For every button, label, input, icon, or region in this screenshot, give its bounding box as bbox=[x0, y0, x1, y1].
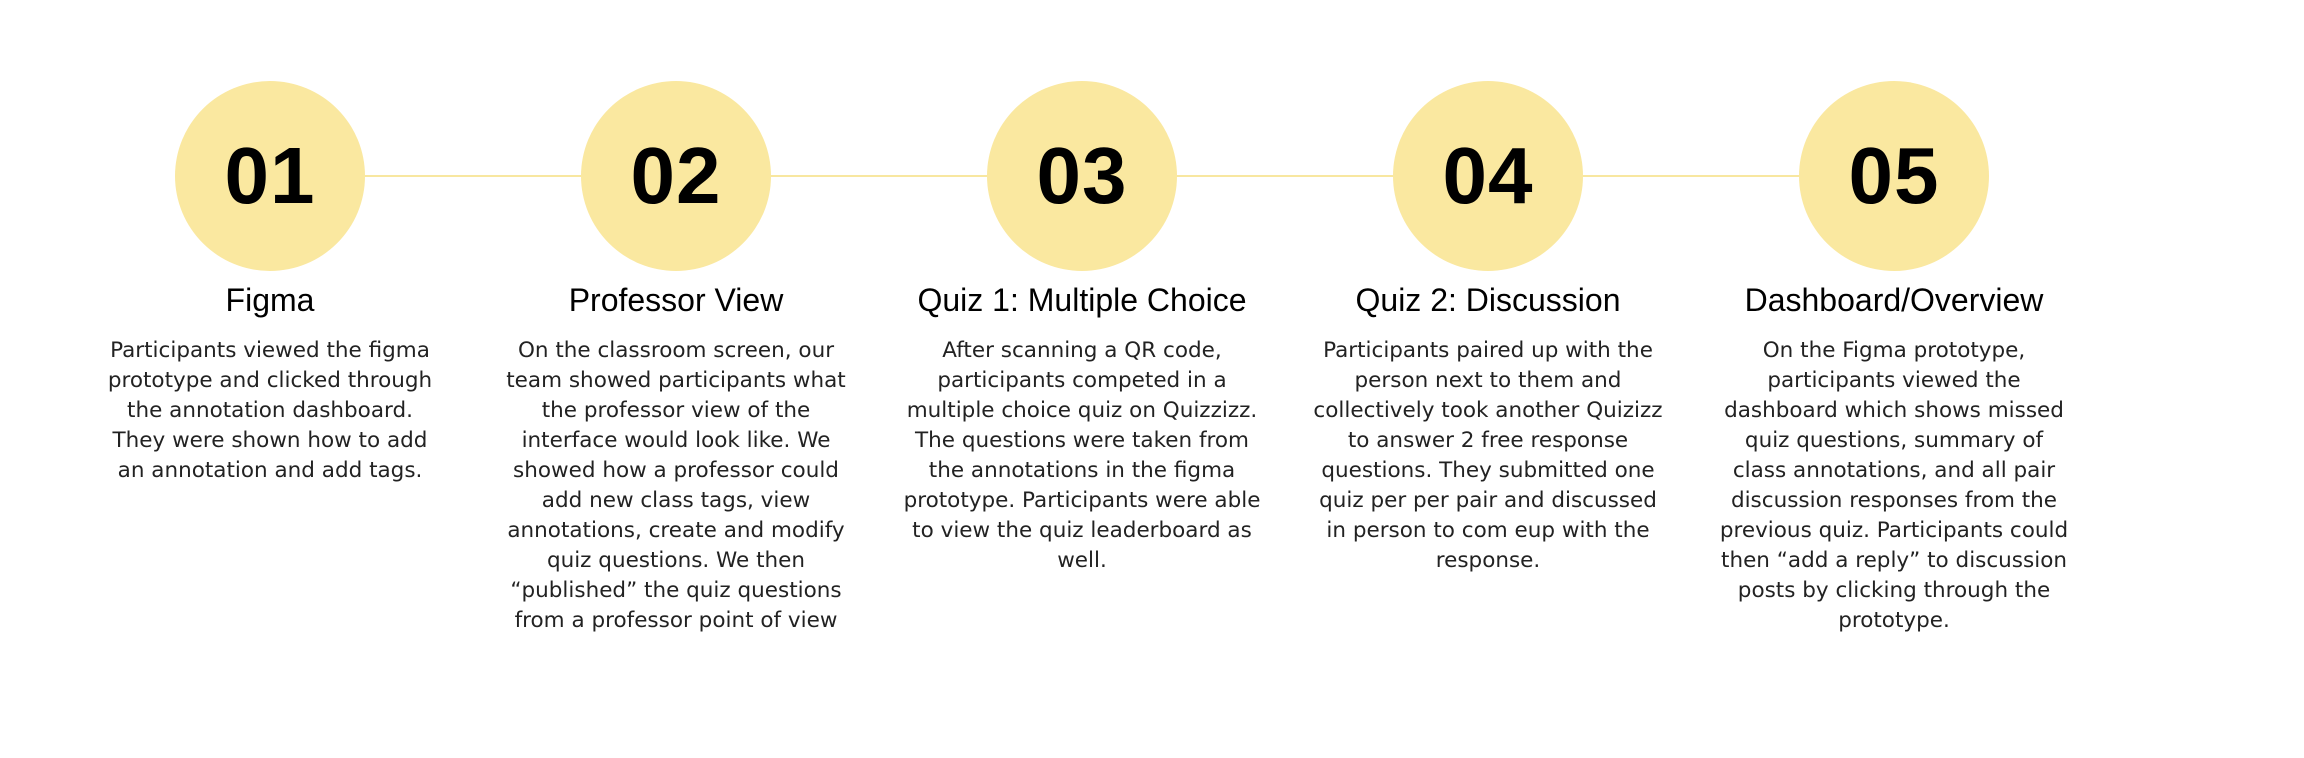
step-1-description: Participants viewed the figma prototype … bbox=[107, 338, 433, 483]
step-1: 01 Figma Participants viewed the figma p… bbox=[90, 0, 450, 758]
step-1-number: 01 bbox=[224, 131, 316, 220]
step-5-description: On the Figma prototype, participants vie… bbox=[1719, 338, 2069, 633]
step-4-number: 04 bbox=[1442, 131, 1534, 220]
step-3-number: 03 bbox=[1036, 131, 1128, 220]
step-3-title: Quiz 1: Multiple Choice bbox=[917, 282, 1247, 318]
step-5-number: 05 bbox=[1848, 131, 1940, 220]
step-4: 04 Quiz 2: Discussion Participants paire… bbox=[1308, 0, 1668, 758]
step-1-circle: 01 bbox=[175, 81, 365, 271]
step-2-number: 02 bbox=[630, 131, 722, 220]
step-2-title: Professor View bbox=[568, 282, 784, 318]
step-5-circle: 05 bbox=[1799, 81, 1989, 271]
step-5: 05 Dashboard/Overview On the Figma proto… bbox=[1714, 0, 2074, 758]
step-1-title: Figma bbox=[225, 282, 315, 318]
step-2-circle: 02 bbox=[581, 81, 771, 271]
step-3: 03 Quiz 1: Multiple Choice After scannin… bbox=[902, 0, 1262, 758]
step-3-circle: 03 bbox=[987, 81, 1177, 271]
step-4-circle: 04 bbox=[1393, 81, 1583, 271]
step-3-description: After scanning a QR code, participants c… bbox=[903, 338, 1261, 573]
step-4-description: Participants paired up with the person n… bbox=[1313, 338, 1663, 573]
step-2: 02 Professor View On the classroom scree… bbox=[496, 0, 856, 758]
step-2-description: On the classroom screen, our team showed… bbox=[506, 338, 846, 633]
step-4-title: Quiz 2: Discussion bbox=[1355, 282, 1621, 318]
step-5-title: Dashboard/Overview bbox=[1744, 282, 2044, 318]
